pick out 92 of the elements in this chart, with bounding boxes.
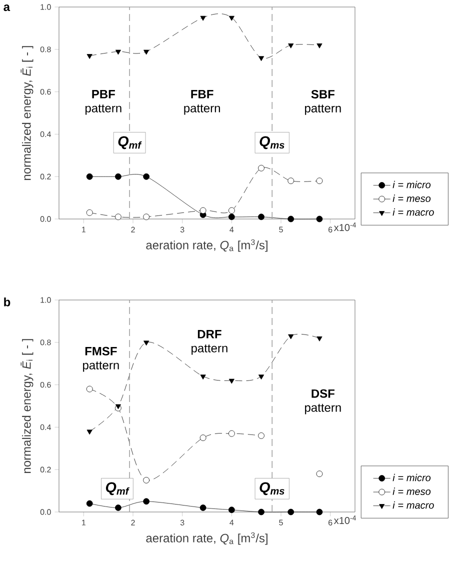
point — [316, 508, 323, 516]
x-tick-label: 6 — [328, 520, 332, 526]
point — [200, 374, 206, 380]
x-tick-label: 2 — [131, 226, 135, 232]
annotation: SBF pattern — [305, 90, 341, 115]
y-axis-title: normalized energy, Ē$_{i}$ [ - ] — [20, 46, 34, 180]
x-tick-label: 1 — [82, 520, 86, 526]
point — [86, 386, 93, 392]
x-tick-label: 3 — [180, 226, 184, 232]
point — [316, 178, 323, 184]
point — [288, 43, 294, 48]
y-tick-label: 1.0 — [40, 297, 51, 303]
point — [200, 504, 206, 511]
annotation: FMSF pattern — [83, 346, 119, 372]
y-tick-label: 0.8 — [40, 46, 51, 52]
point — [143, 476, 150, 484]
point — [143, 214, 150, 220]
annotation: PBF pattern — [85, 90, 122, 115]
point — [114, 504, 122, 511]
annotation: DRF pattern — [192, 330, 228, 355]
text: x10$^{-4}$ — [334, 516, 356, 524]
point — [316, 216, 323, 222]
x-tick-label: 1 — [82, 226, 86, 232]
x-axis-title: aeration rate, Q$_{a}$ [m$^{3}$/s] — [146, 239, 268, 252]
y-axis-title: normalized energy, Ē$_{i}$ [ - ] — [20, 339, 34, 473]
point — [258, 508, 264, 516]
point — [258, 164, 264, 172]
chart-title: b — [4, 298, 10, 306]
point — [86, 500, 93, 507]
point — [144, 340, 150, 346]
point — [258, 432, 264, 439]
point — [200, 434, 206, 441]
y-tick-label: 0.4 — [40, 131, 51, 138]
x-tick-label: 5 — [279, 520, 283, 526]
point — [228, 430, 235, 437]
legend-label: i = micro — [392, 180, 431, 188]
point — [316, 470, 323, 478]
y-tick-label: 0.2 — [40, 466, 51, 472]
legend-label: i = macro — [392, 208, 434, 216]
point — [228, 506, 235, 514]
y-tick-label: 0.8 — [40, 340, 51, 346]
y-tick-label: 0.0 — [40, 509, 51, 515]
y-tick-label: 0.2 — [40, 174, 51, 180]
legend-label: i = micro — [392, 474, 431, 482]
point — [316, 336, 322, 342]
point — [288, 216, 294, 222]
point — [115, 50, 121, 55]
ref-line-label: Q$_{mf}$ — [118, 136, 142, 150]
point — [200, 16, 206, 21]
x-tick-label: 2 — [131, 520, 135, 526]
annotation: DSF pattern — [305, 389, 341, 414]
point — [316, 43, 322, 48]
ref-line-label: Q$_{ms}$ — [260, 136, 284, 150]
point — [144, 50, 150, 55]
y-tick-label: 1.0 — [40, 4, 51, 10]
point — [258, 56, 264, 62]
point — [114, 214, 122, 220]
x-tick-label: 4 — [230, 226, 234, 232]
text: x10$^{-4}$ — [334, 222, 356, 232]
point — [288, 508, 294, 516]
x-tick-label: 4 — [230, 520, 234, 526]
point — [228, 207, 235, 214]
point — [86, 173, 93, 180]
y-tick-label: 0.6 — [40, 88, 51, 95]
annotation: FBF pattern — [184, 90, 220, 115]
point — [86, 209, 93, 216]
legend-label: i = meso — [392, 194, 431, 202]
point — [86, 54, 92, 59]
point — [228, 378, 234, 384]
legend-label: i = meso — [392, 488, 431, 495]
point — [143, 173, 150, 180]
point — [114, 173, 122, 180]
point — [86, 430, 92, 435]
x-tick-label: 3 — [180, 520, 184, 526]
y-tick-label: 0.4 — [40, 424, 51, 430]
point — [228, 16, 234, 21]
point — [228, 214, 235, 220]
x-axis-title: aeration rate, Q$_{a}$ [m$^{3}$/s] — [146, 532, 268, 545]
point — [200, 207, 206, 214]
point — [258, 214, 264, 220]
x-tick-label: 6 — [328, 226, 332, 232]
y-tick-label: 0.6 — [40, 382, 51, 388]
x-tick-label: 5 — [279, 226, 283, 232]
point — [288, 178, 294, 184]
y-tick-label: 0.0 — [40, 216, 51, 222]
point — [288, 334, 294, 340]
point — [143, 498, 150, 505]
chart-title: a — [4, 4, 10, 12]
point — [258, 374, 264, 380]
ref-line-label: Q$_{mf}$ — [106, 482, 130, 496]
ref-line-label: Q$_{ms}$ — [260, 482, 284, 496]
legend-label: i = macro — [392, 501, 434, 509]
